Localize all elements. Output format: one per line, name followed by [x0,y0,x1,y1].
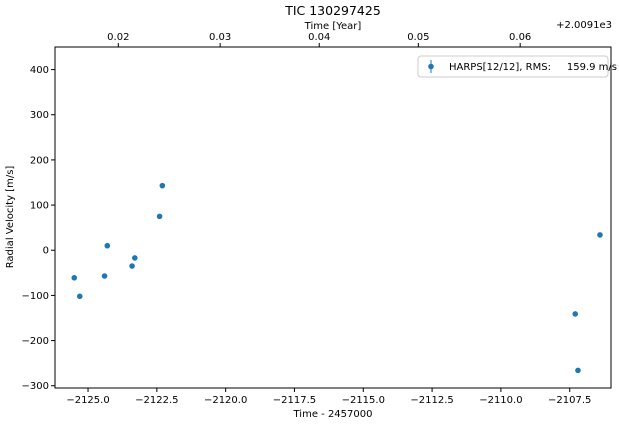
data-point [597,232,603,238]
top-x-tick-label: 0.03 [209,32,231,43]
y-axis: −300 −200 −100 0 100 200 300 400 [22,65,55,392]
x-tick-label: −2115.0 [342,395,385,406]
data-point [76,293,83,300]
x-axis-label: Time - 2457000 [293,409,373,420]
legend-marker [428,63,434,70]
data-point [575,367,581,374]
top-x-tick-label: 0.04 [308,32,330,43]
data-point [101,273,108,279]
y-tick-label: 200 [30,155,49,166]
top-x-tick-label: 0.02 [107,32,129,43]
x-tick-label: −2117.5 [273,395,316,406]
legend-label: HARPS[12/12], RMS: 159.9 m/s [449,62,617,73]
top-offset-label: +2.0091e3 [556,20,612,31]
y-tick-label: 400 [30,65,49,76]
data-point [159,182,166,189]
plot-frame [54,46,612,389]
x-tick-label: −2112.5 [410,395,453,406]
legend: HARPS[12/12], RMS: 159.9 m/s [417,55,617,78]
data-point [129,263,135,269]
y-tick-label: 0 [43,246,49,257]
x-tick-label: −2122.5 [135,395,178,406]
x-tick-label: −2125.0 [66,395,109,406]
x-tick-label: −2120.0 [204,395,247,406]
top-x-axis-label: Time [Year] [304,21,362,32]
x-axis: −2125.0 −2122.5 −2120.0 −2117.5 −2115.0 −2112… [66,388,591,406]
data-point [156,213,163,220]
data-point [132,255,138,261]
y-tick-label: −200 [22,336,49,347]
legend-box [417,55,609,78]
data-point [104,242,111,249]
top-x-tick-label: 0.06 [509,32,531,43]
y-tick-label: −100 [22,291,49,302]
x-tick-label: −2110.0 [479,395,522,406]
data-points [71,182,603,374]
data-point [71,274,78,281]
x-tick-label: −2107.5 [548,395,591,406]
top-x-axis: 0.02 0.03 0.04 0.05 0.06 [107,32,531,47]
y-tick-label: 300 [30,110,49,121]
y-tick-label: 100 [30,201,49,212]
y-tick-label: −300 [22,381,49,392]
chart-title: TIC 130297425 [284,3,381,18]
top-x-tick-label: 0.05 [407,32,429,43]
y-axis-label: Radial Velocity [m/s] [5,166,16,269]
data-point [572,311,579,317]
